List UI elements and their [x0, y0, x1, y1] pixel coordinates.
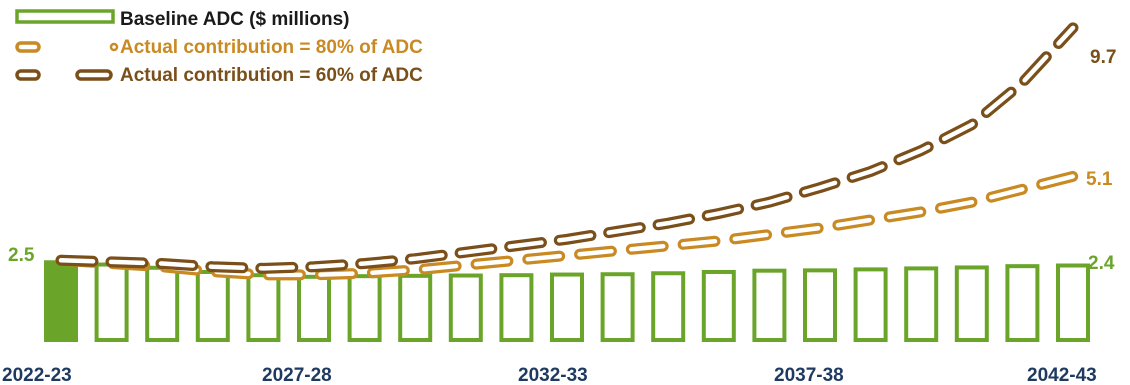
legend-item-actual-60: Actual contribution = 60% of ADC	[15, 65, 423, 86]
legend-swatch-actual-80-end	[109, 42, 119, 52]
x-tick-2042-43: 2042-43	[1027, 365, 1097, 385]
bar-2033-34	[600, 272, 635, 342]
bar-2035-36	[701, 269, 736, 343]
label-baseline-end: 2.4	[1088, 253, 1115, 274]
bar-2025-26	[195, 269, 230, 343]
legend-swatch-actual-80	[15, 41, 41, 53]
line-actual-80-outline	[55, 170, 1079, 281]
baseline-bars	[44, 260, 1090, 343]
bar-2030-31	[448, 273, 483, 342]
x-tick-2037-38: 2037-38	[774, 365, 844, 385]
data-labels: 2.5 2.4 5.1 9.7	[8, 47, 1116, 274]
legend-item-actual-80: Actual contribution = 80% of ADC	[15, 37, 423, 58]
line-actual-80-inner	[58, 174, 1076, 278]
contribution-lines	[55, 22, 1079, 281]
bar-2027-28	[297, 274, 331, 343]
x-tick-2032-33: 2032-33	[518, 365, 588, 385]
bar-2031-32	[499, 273, 534, 343]
legend: Baseline ADC ($ millions) Actual contrib…	[15, 9, 423, 86]
label-baseline-start: 2.5	[8, 245, 35, 266]
label-actual-80-end: 5.1	[1086, 169, 1113, 190]
legend-swatch-baseline	[15, 9, 115, 24]
bar-2023-24	[94, 262, 129, 342]
bar-2036-37	[752, 268, 787, 342]
legend-item-baseline: Baseline ADC ($ millions)	[15, 9, 349, 30]
label-actual-60-end: 9.7	[1090, 47, 1116, 68]
bar-2042-43	[1056, 263, 1090, 342]
x-tick-2027-28: 2027-28	[262, 365, 332, 385]
bar-2022-23	[44, 260, 78, 342]
legend-label-actual-80: Actual contribution = 80% of ADC	[120, 37, 423, 58]
bar-2024-25	[145, 265, 180, 343]
x-tick-2022-23: 2022-23	[2, 365, 72, 385]
line-actual-60-inner	[58, 25, 1076, 271]
bar-2037-38	[803, 268, 837, 343]
legend-swatch-actual-60	[15, 69, 41, 81]
bar-2032-33	[550, 272, 584, 343]
bar-2026-27	[246, 273, 281, 343]
bar-2034-35	[651, 271, 686, 342]
bar-2028-29	[347, 274, 382, 343]
legend-label-baseline: Baseline ADC ($ millions)	[120, 9, 349, 30]
bar-2041-42	[1005, 264, 1040, 342]
legend-swatch-actual-60-b	[75, 69, 113, 81]
bar-2029-30	[398, 273, 433, 342]
bar-2038-39	[853, 267, 888, 343]
bar-2039-40	[904, 266, 939, 343]
x-axis-ticks: 2022-23 2027-28 2032-33 2037-38 2042-43	[2, 365, 1097, 385]
bar-2040-41	[954, 265, 989, 342]
legend-label-actual-60: Actual contribution = 60% of ADC	[120, 65, 423, 86]
